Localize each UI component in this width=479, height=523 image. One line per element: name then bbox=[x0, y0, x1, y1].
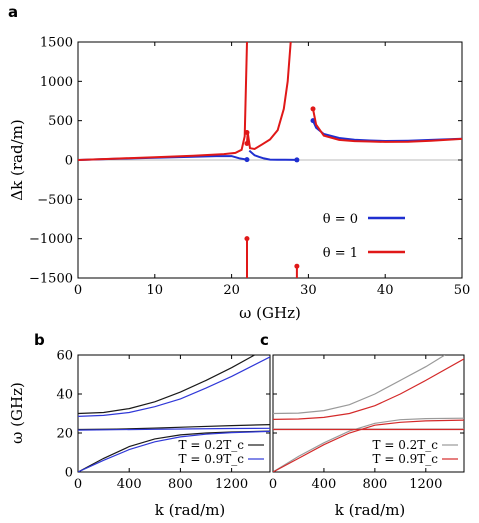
x-tick-label: 40 bbox=[377, 283, 394, 298]
x-tick-label: 1200 bbox=[409, 477, 442, 492]
x-tick-label: 50 bbox=[454, 283, 471, 298]
data-point bbox=[294, 157, 300, 163]
legend-label: T = 0.9T_c bbox=[373, 452, 439, 466]
data-point bbox=[310, 106, 316, 112]
y-tick-label: −500 bbox=[37, 193, 73, 208]
panel-a-ylabel: Δk (rad/m) bbox=[8, 119, 26, 200]
panel-a-chart: 0 10 20 30 40 50 −1500 −1000 −500 0 500 1000 1500 θ … bbox=[8, 36, 470, 323]
legend-label: θ = 1 bbox=[323, 246, 358, 261]
dispersion-branch bbox=[273, 417, 464, 472]
x-tick-label: 400 bbox=[312, 477, 337, 492]
y-tick-label: −1500 bbox=[29, 272, 73, 287]
series-line-theta-1 bbox=[246, 42, 292, 151]
x-tick-label: 800 bbox=[168, 477, 193, 492]
x-tick-label: 30 bbox=[300, 283, 317, 298]
dispersion-branch bbox=[78, 356, 270, 417]
series-line-theta-1 bbox=[312, 108, 462, 143]
y-tick-label: 60 bbox=[56, 349, 73, 364]
panel-letter-b: b bbox=[34, 331, 45, 349]
y-tick-label: 1500 bbox=[40, 36, 73, 51]
x-tick-label: 0 bbox=[269, 477, 277, 492]
y-tick-label: 40 bbox=[56, 388, 73, 403]
y-tick-label: 500 bbox=[48, 114, 73, 129]
x-tick-label: 20 bbox=[223, 283, 240, 298]
legend-label: T = 0.2T_c bbox=[373, 438, 439, 452]
dispersion-branch bbox=[273, 358, 464, 420]
x-tick-label: 0 bbox=[74, 477, 82, 492]
data-point bbox=[244, 129, 250, 135]
series-line-theta-1 bbox=[78, 42, 248, 161]
legend-label: T = 0.2T_c bbox=[179, 438, 245, 452]
dispersion-branch bbox=[78, 355, 255, 415]
legend-label: θ = 0 bbox=[323, 212, 358, 227]
dispersion-branch bbox=[273, 355, 446, 415]
y-tick-label: 20 bbox=[56, 427, 73, 442]
x-tick-label: 10 bbox=[147, 283, 164, 298]
series-line-theta-0 bbox=[248, 149, 297, 161]
panel-letter-a: a bbox=[8, 3, 18, 21]
panel-letter-c: c bbox=[260, 331, 269, 349]
x-tick-label: 1200 bbox=[215, 477, 248, 492]
x-tick-label: 800 bbox=[362, 477, 387, 492]
data-point bbox=[244, 236, 250, 242]
data-point bbox=[244, 157, 250, 163]
x-tick-label: 400 bbox=[117, 477, 142, 492]
panel-b-ylabel: ω (GHz) bbox=[8, 382, 26, 444]
panel-c-xlabel: k (rad/m) bbox=[335, 501, 406, 519]
legend-label: T = 0.9T_c bbox=[179, 452, 245, 466]
dispersion-branch bbox=[78, 430, 270, 472]
dispersion-branch bbox=[78, 427, 270, 431]
y-tick-label: 0 bbox=[65, 466, 73, 481]
data-point bbox=[244, 140, 250, 146]
y-tick-label: −1000 bbox=[29, 232, 73, 247]
panel-c-chart: 0 400 800 1200 T = 0.2T_cT = 0.9T_c k (rad/… bbox=[269, 354, 465, 519]
data-point bbox=[294, 263, 300, 269]
y-tick-label: 1000 bbox=[40, 75, 73, 90]
panel-a-xlabel: ω (GHz) bbox=[239, 304, 301, 322]
panel-b-xlabel: k (rad/m) bbox=[155, 501, 226, 519]
y-tick-label: 0 bbox=[65, 154, 73, 169]
x-tick-label: 0 bbox=[74, 283, 82, 298]
dispersion-branch bbox=[78, 430, 270, 472]
